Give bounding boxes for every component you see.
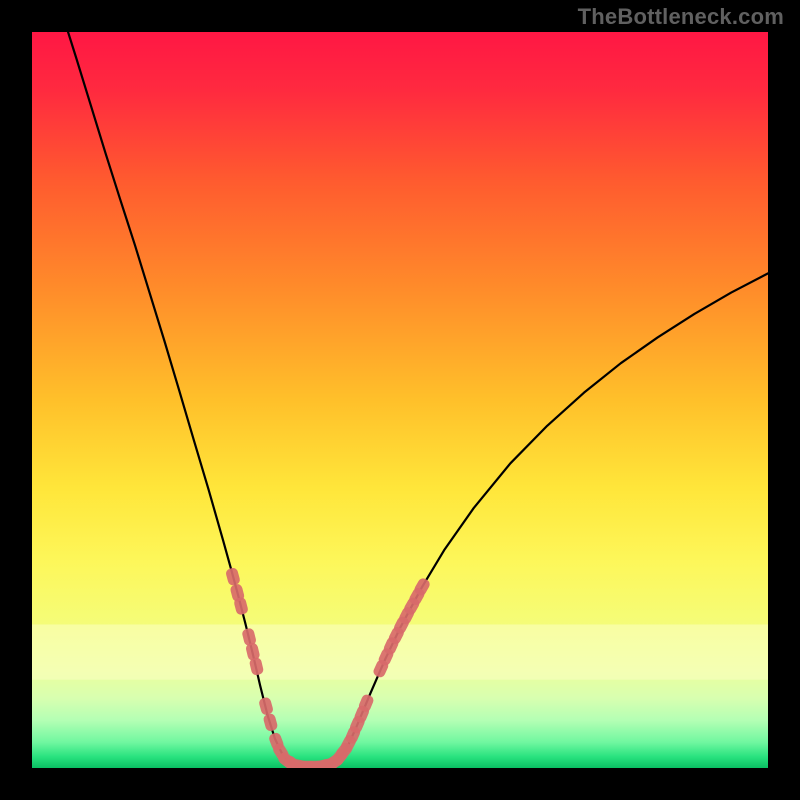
plot-svg: [32, 32, 768, 768]
plot-area: [32, 32, 768, 768]
chart-stage: TheBottleneck.com: [0, 0, 800, 800]
watermark-text: TheBottleneck.com: [578, 4, 784, 30]
